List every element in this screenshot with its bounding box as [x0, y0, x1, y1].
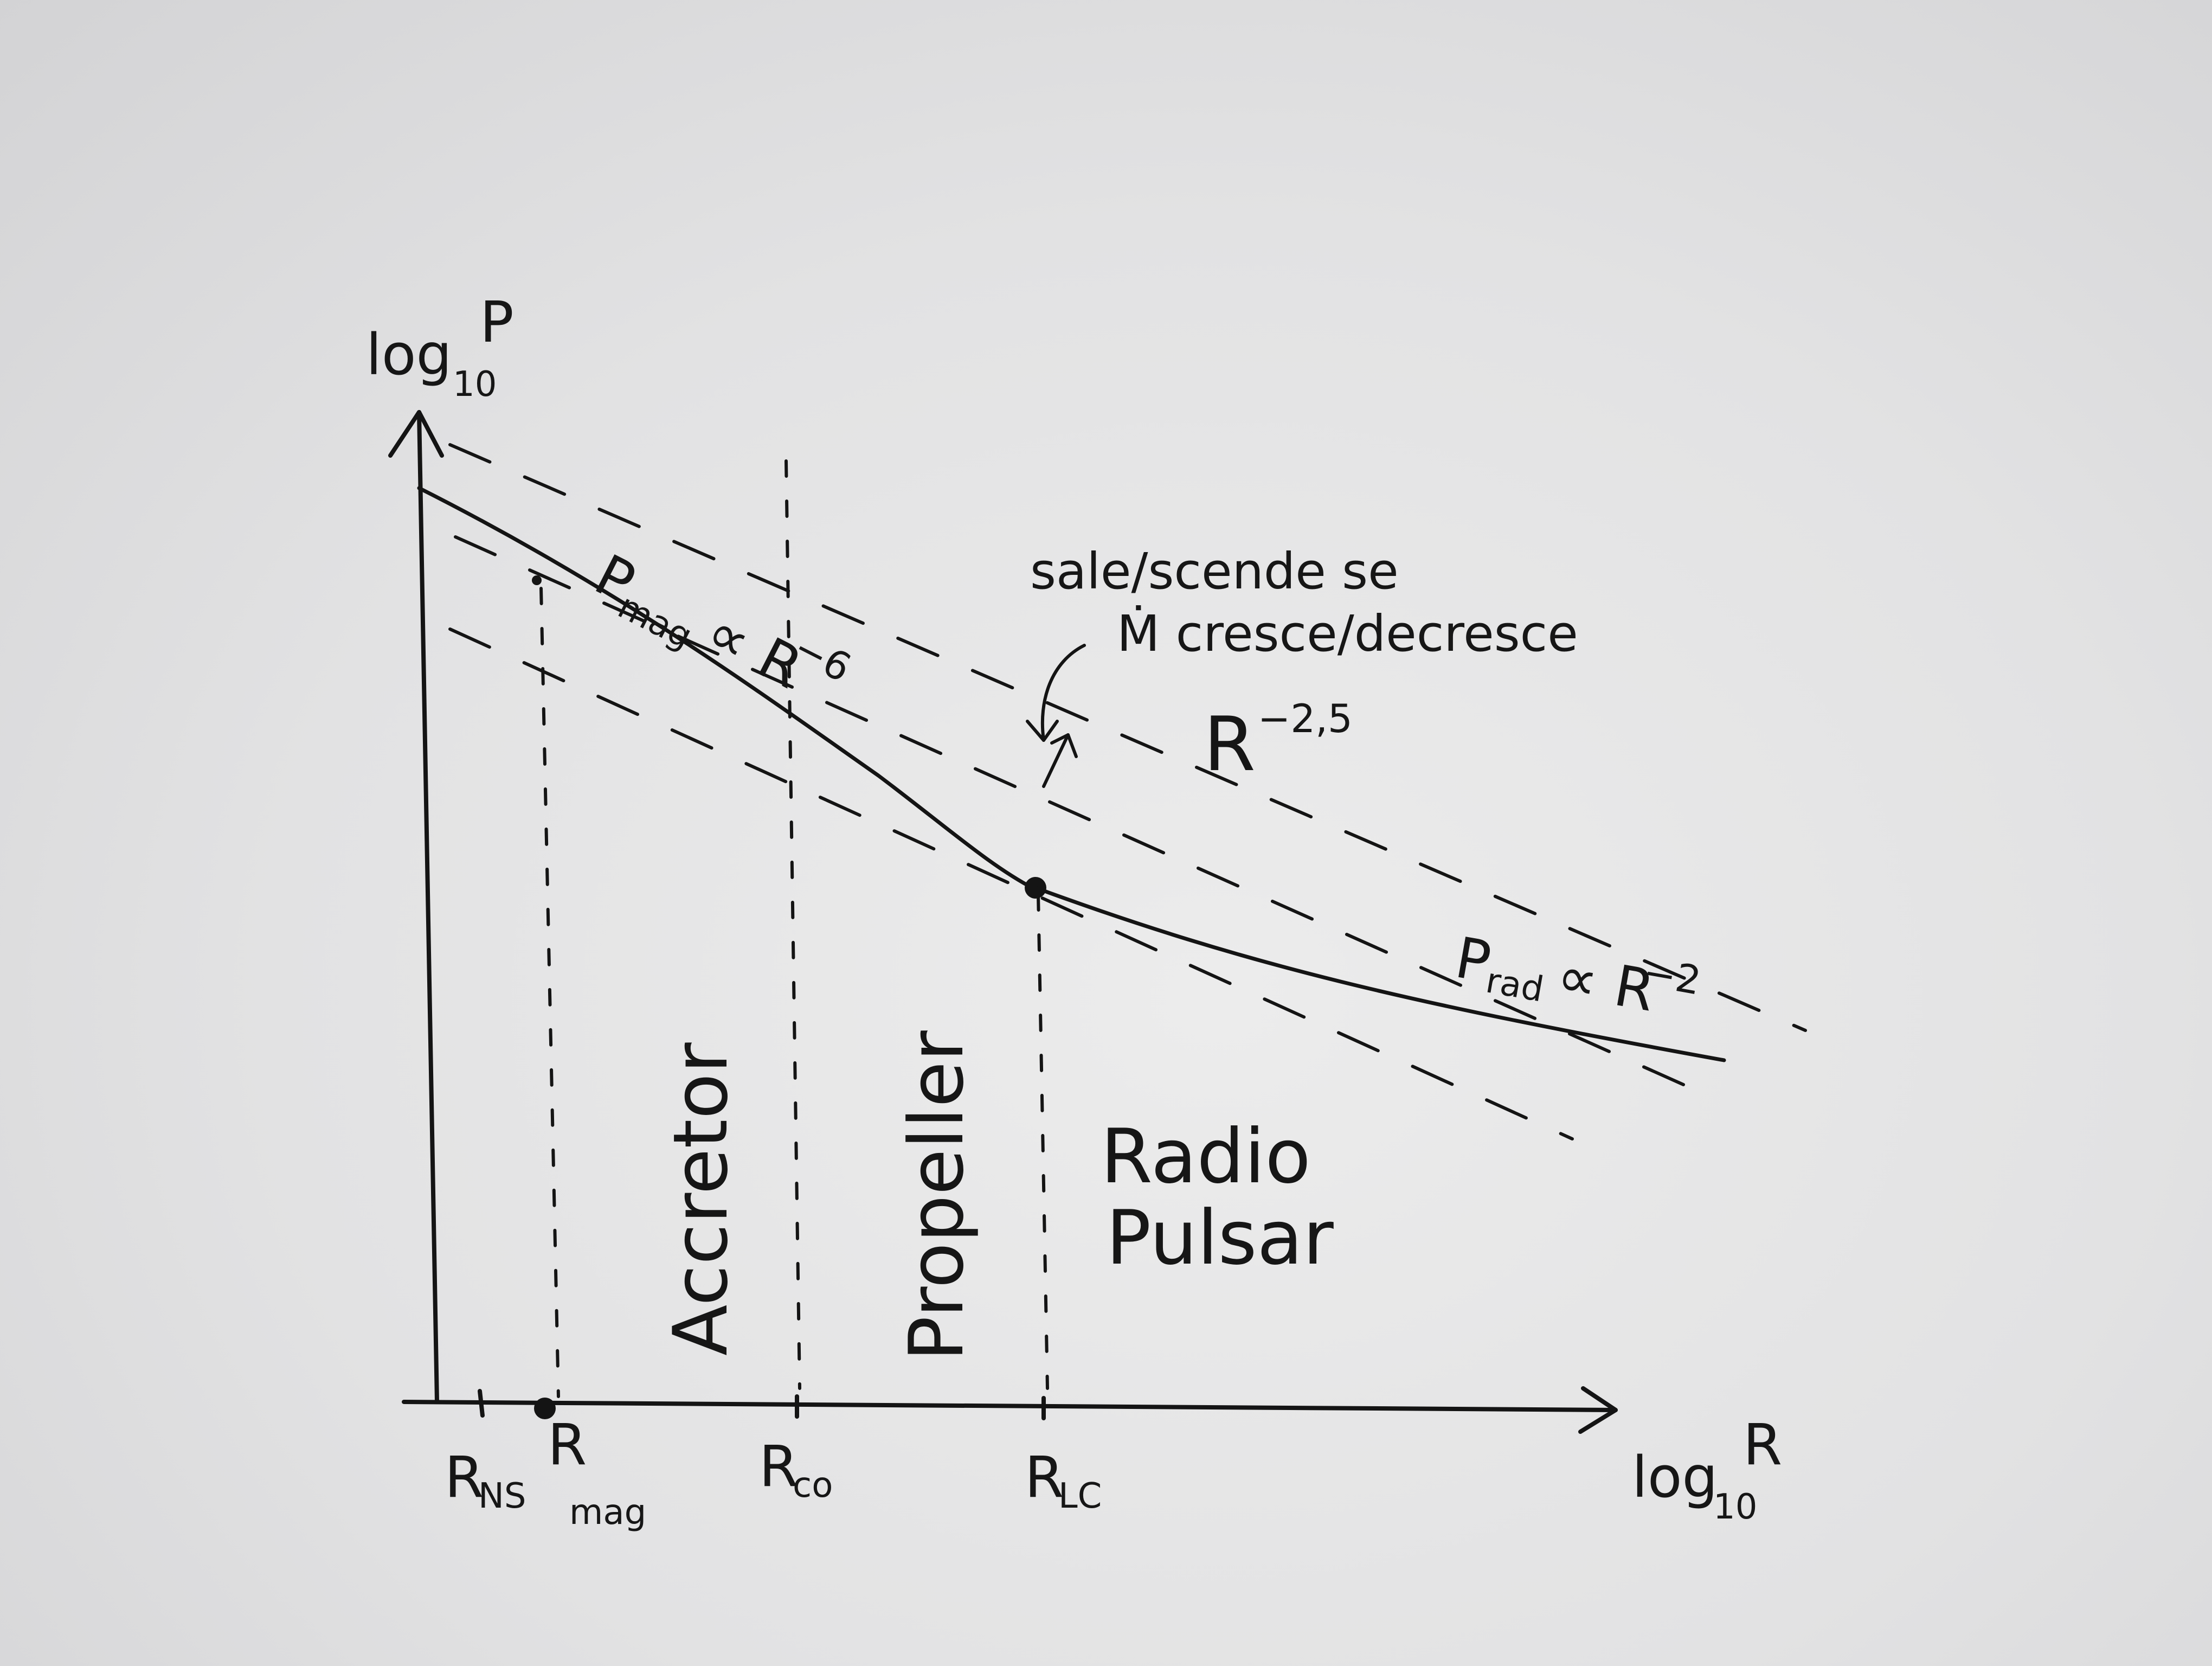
- tick-label-r-mag-sub: mag: [569, 1492, 646, 1533]
- x-label-var: R: [1743, 1412, 1782, 1478]
- annotation-line-2: Ṁ cresce/decresce: [1117, 605, 1578, 663]
- tick-label-r-co-sub: co: [793, 1465, 833, 1505]
- p-rad-sub: rad: [1483, 960, 1546, 1010]
- tick-label-r-lc-sub: LC: [1058, 1476, 1102, 1516]
- arrow-down-head: [1026, 720, 1059, 742]
- x-ticks: [478, 1389, 1046, 1420]
- y-axis-label: log 10 P: [366, 289, 514, 405]
- p-mag-sub: mag: [612, 586, 698, 657]
- region-accretor: Accretor: [657, 1042, 744, 1356]
- y-label-log: log: [366, 322, 452, 388]
- x-label-log: log: [1632, 1444, 1718, 1510]
- r-slope-exponent: −2,5: [1258, 696, 1353, 741]
- x-axis-label: log 10 R: [1632, 1412, 1782, 1527]
- y-label-var: P: [480, 289, 514, 355]
- region-boundaries: [539, 459, 1049, 1398]
- region-propeller: Propeller: [893, 1030, 980, 1361]
- arrow-up-head: [1050, 733, 1078, 758]
- tick-label-r-ns: R: [445, 1444, 484, 1510]
- boundary-r-lc: [1037, 893, 1049, 1390]
- tick-label-r-mag: R: [548, 1412, 587, 1478]
- point-r-mag-on-curve: [532, 575, 542, 585]
- y-label-sub: 10: [453, 364, 497, 405]
- dashed-line-middle: [454, 535, 1709, 1097]
- annotation: sale/scende se Ṁ cresce/decresce: [1030, 542, 1578, 663]
- dashed-line-lower: [448, 627, 1574, 1140]
- p-rad-curve: [1033, 886, 1726, 1062]
- tick-label-r-lc: R: [1025, 1444, 1064, 1510]
- tick-label-r-ns-sub: NS: [478, 1476, 526, 1516]
- period-curve: [417, 486, 1726, 1062]
- annotation-line-1: sale/scende se: [1030, 542, 1399, 600]
- p-rad-label: P rad ∝ R −2: [1451, 924, 1705, 1024]
- p-rad-exponent: −2: [1640, 949, 1705, 1004]
- arrow-down: [1040, 644, 1086, 742]
- shift-arrows: [1026, 644, 1086, 788]
- tick-r-ns: [478, 1389, 485, 1418]
- p-mag-label: P mag ∝ R −6: [585, 542, 858, 702]
- p-mag-curve: [417, 486, 1038, 892]
- y-axis: [417, 410, 439, 1404]
- x-label-sub: 10: [1713, 1487, 1757, 1527]
- region-labels: Accretor Propeller Radio Pulsar: [657, 1030, 1334, 1361]
- region-radio: Radio: [1101, 1113, 1311, 1200]
- r-slope-symbol: R: [1204, 701, 1256, 788]
- dashed-line-upper: [448, 443, 1807, 1032]
- r-minus-2-5-lines: [448, 443, 1807, 1140]
- x-axis: [402, 1400, 1618, 1412]
- y-axis-arrowhead: [388, 410, 444, 458]
- r-slope-label: R −2,5: [1204, 696, 1353, 788]
- axes: [388, 410, 1618, 1434]
- point-r-mag: [534, 1398, 556, 1419]
- x-axis-arrowhead: [1578, 1386, 1618, 1434]
- x-tick-labels: R NS R mag R co R LC: [445, 1412, 1102, 1533]
- boundary-r-co: [785, 459, 801, 1390]
- arrow-up: [1042, 733, 1070, 788]
- tick-label-r-co: R: [759, 1433, 798, 1500]
- boundary-r-mag: [539, 587, 560, 1398]
- region-pulsar: Pulsar: [1106, 1194, 1334, 1281]
